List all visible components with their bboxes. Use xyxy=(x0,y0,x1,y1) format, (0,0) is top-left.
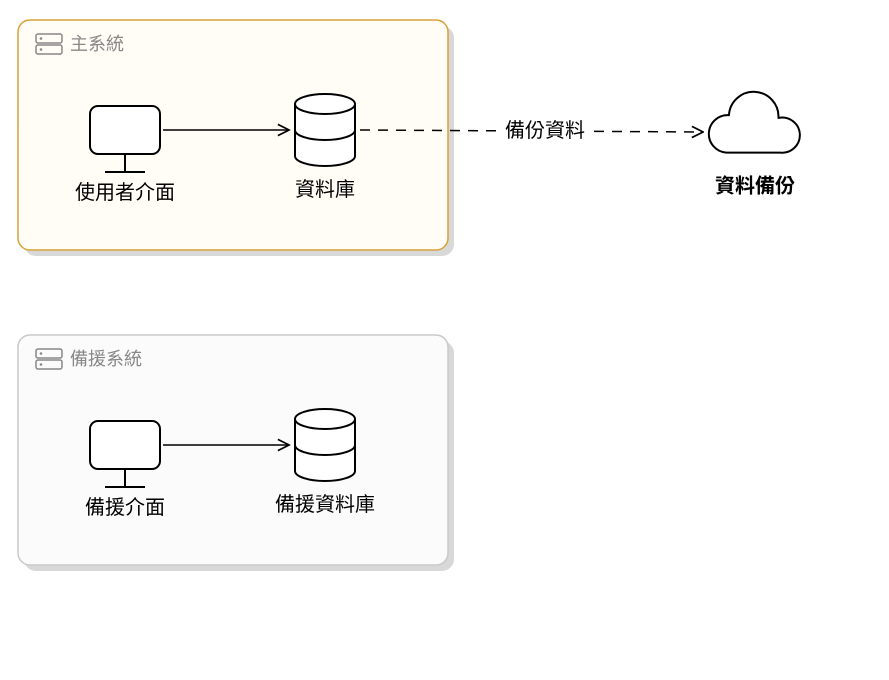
database-icon xyxy=(295,94,355,166)
group-label: 備援系統 xyxy=(70,345,142,371)
edge-label: 備份資料 xyxy=(505,114,585,143)
node-cloud: 資料備份 xyxy=(709,92,800,199)
node-label: 資料備份 xyxy=(715,170,795,199)
group-backup: 備援系統 xyxy=(18,335,454,571)
cloud-icon xyxy=(709,92,800,153)
node-label: 資料庫 xyxy=(295,173,355,202)
architecture-diagram: 主系統備援系統 備份資料 使用者介面 資料庫 資料備份備援介面 備援資料庫 xyxy=(0,0,889,680)
node-label: 備援資料庫 xyxy=(275,488,375,517)
database-icon xyxy=(295,409,355,481)
node-label: 備援介面 xyxy=(85,491,165,520)
node-db1: 資料庫 xyxy=(295,94,355,202)
group-primary: 主系統 xyxy=(18,20,454,256)
node-label: 使用者介面 xyxy=(75,176,175,205)
group-label: 主系統 xyxy=(70,30,124,56)
